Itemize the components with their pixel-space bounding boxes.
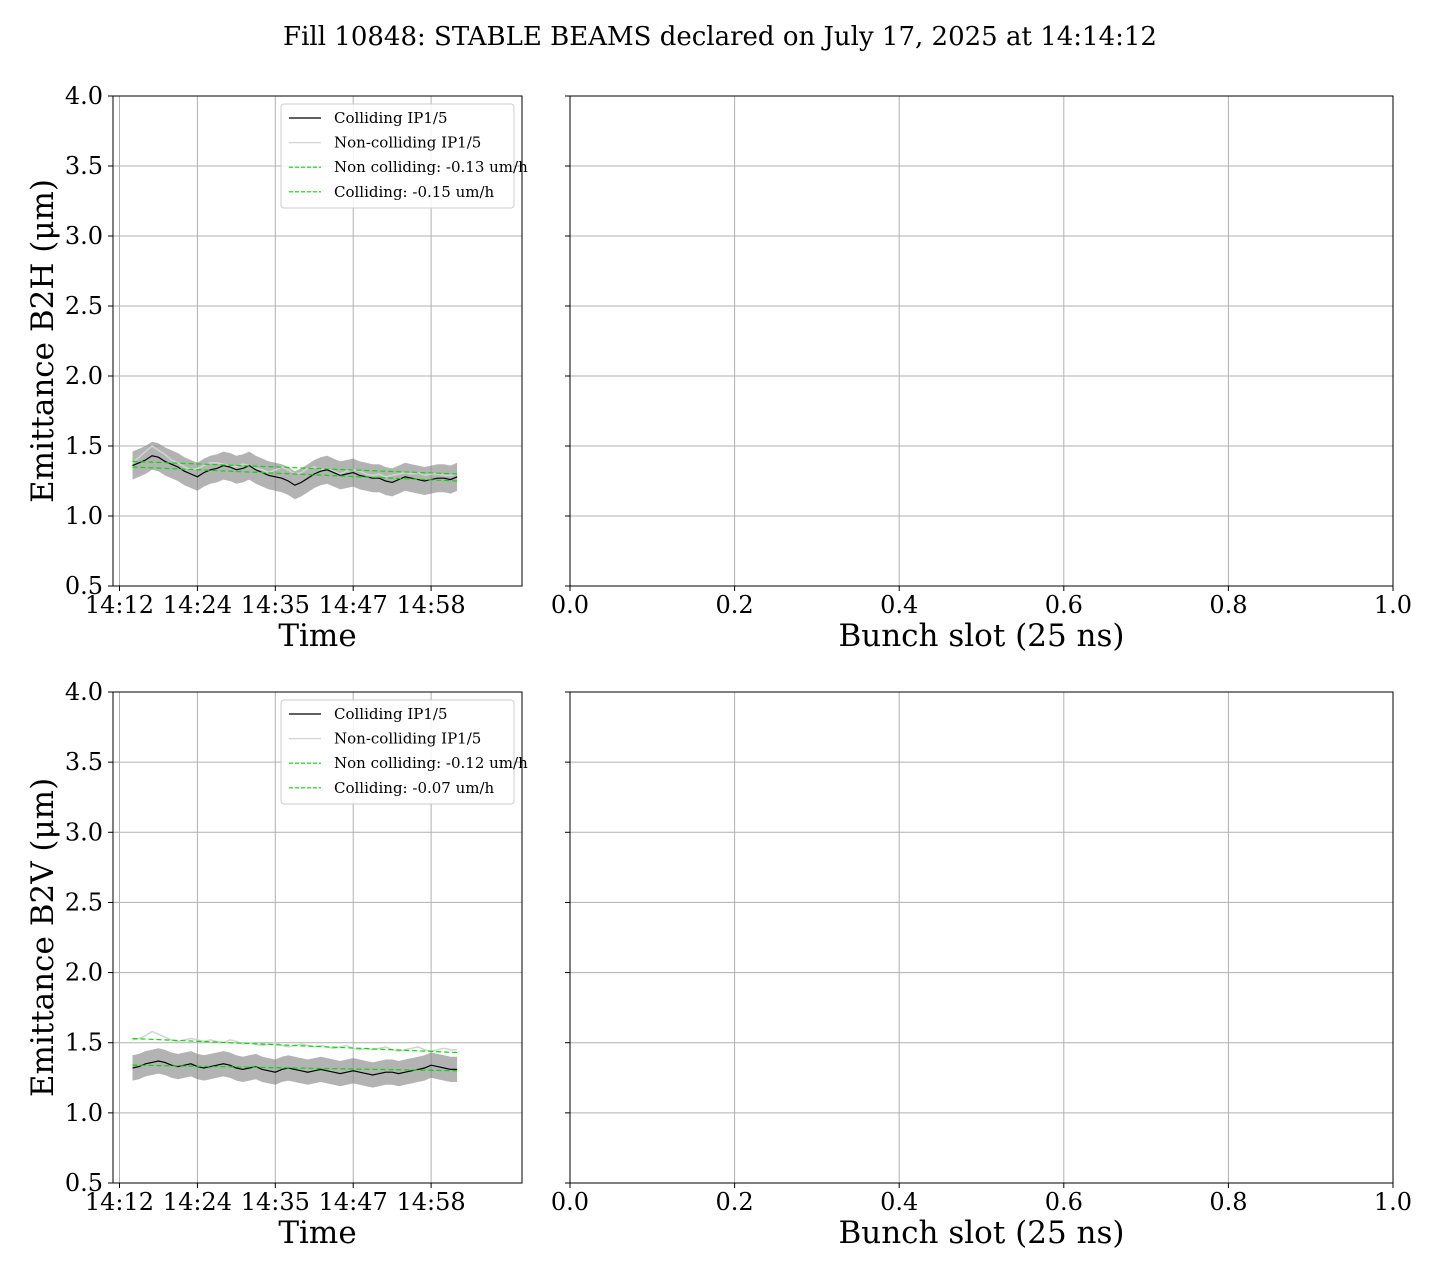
legend-entry: Non-colliding IP1/5: [334, 134, 481, 152]
y-tick-label: 2.0: [65, 959, 103, 987]
legend-entry: Colliding: -0.15 um/h: [334, 183, 495, 201]
x-axis-label: Time: [278, 618, 356, 654]
x-axis-label: Time: [278, 1215, 356, 1251]
legend-entry: Colliding IP1/5: [334, 705, 448, 723]
legend-entry: Non-colliding IP1/5: [334, 730, 481, 748]
b2h-time-panel: 0.5 1.0 1.5 2.0 2.5 3.0 3.5 4.0 14:12 14:24 14:35 1…: [25, 82, 528, 654]
x-tick-label: 1.0: [1374, 1188, 1412, 1216]
x-tick-label: 14:35: [241, 591, 310, 619]
axes-frame: [569, 691, 1394, 1184]
y-tick-label: 1.5: [65, 432, 103, 460]
y-tick-label: 0.5: [65, 572, 103, 600]
x-axis-label: Bunch slot (25 ns): [838, 618, 1124, 654]
x-tick-label: 0.2: [716, 1188, 754, 1216]
y-axis-label: Emittance B2V (μm): [25, 778, 61, 1097]
y-tick-label: 4.0: [65, 82, 103, 110]
y-tick-label: 2.0: [65, 362, 103, 390]
x-tick-label: 14:24: [163, 591, 232, 619]
non-colliding-fit-line: [132, 1037, 458, 1054]
x-tick-label: 14:12: [85, 1188, 154, 1216]
y-axis-label: Emittance B2H (μm): [25, 179, 61, 503]
y-tick-label: 3.0: [65, 222, 103, 250]
x-tick-label: 0.0: [551, 591, 589, 619]
legend-entry: Non colliding: -0.13 um/h: [334, 158, 528, 176]
colliding-fit-line: [132, 1064, 458, 1072]
x-tick-label: 1.0: [1374, 591, 1412, 619]
x-tick-label: 0.0: [551, 1188, 589, 1216]
figure-title: Fill 10848: STABLE BEAMS declared on Jul…: [283, 22, 1157, 52]
x-tick-label: 14:47: [319, 591, 388, 619]
x-tick-label: 14:47: [319, 1188, 388, 1216]
y-tick-label: 2.5: [65, 888, 103, 916]
non-colliding-series-line: [132, 1030, 458, 1052]
legend-entry: Non colliding: -0.12 um/h: [334, 754, 528, 772]
x-tick-label: 14:58: [397, 1188, 466, 1216]
legend-frame: [280, 103, 515, 209]
x-tick-label: 14:12: [85, 591, 154, 619]
axes-frame: [112, 691, 523, 1184]
x-tick-label: 0.6: [1045, 1188, 1083, 1216]
y-tick-label: 3.0: [65, 818, 103, 846]
x-tick-label: 0.4: [880, 1188, 918, 1216]
x-tick-label: 0.8: [1209, 591, 1247, 619]
legend-entry: Colliding: -0.07 um/h: [334, 779, 495, 797]
y-tick-label: 3.5: [65, 748, 103, 776]
legend-frame: [280, 699, 515, 805]
y-tick-label: 1.0: [65, 1099, 103, 1127]
b2v-bunch-slot-panel: 0.0 0.2 0.4 0.6 0.8 1.0 Bunch slot (25 ns): [551, 691, 1412, 1251]
colliding-spread-band: [132, 441, 458, 500]
x-axis-label: Bunch slot (25 ns): [838, 1215, 1124, 1251]
x-tick-label: 0.6: [1045, 591, 1083, 619]
y-tick-label: 1.5: [65, 1029, 103, 1057]
axes-frame: [112, 95, 523, 587]
b2v-time-panel: 0.5 1.0 1.5 2.0 2.5 3.0 3.5 4.0 14:12 14:24 14:35 1…: [25, 678, 528, 1251]
x-tick-label: 0.4: [880, 591, 918, 619]
x-tick-label: 14:58: [397, 591, 466, 619]
legend: Colliding IP1/5 Non-colliding IP1/5 Non co…: [280, 699, 528, 805]
axes-frame: [569, 95, 1394, 587]
y-tick-label: 4.0: [65, 678, 103, 706]
y-tick-label: 3.5: [65, 152, 103, 180]
b2h-bunch-slot-panel: 0.0 0.2 0.4 0.6 0.8 1.0 Bunch slot (25 ns): [551, 95, 1412, 654]
legend: Colliding IP1/5 Non-colliding IP1/5 Non co…: [280, 103, 528, 209]
colliding-series-line: [132, 1060, 458, 1076]
y-tick-label: 1.0: [65, 502, 103, 530]
x-tick-label: 14:24: [163, 1188, 232, 1216]
colliding-fit-line: [132, 466, 458, 482]
colliding-series-line: [132, 455, 458, 486]
y-tick-label: 2.5: [65, 292, 103, 320]
x-tick-label: 0.8: [1209, 1188, 1247, 1216]
y-tick-label: 0.5: [65, 1169, 103, 1197]
legend-entry: Colliding IP1/5: [334, 109, 448, 127]
non-colliding-fit-line: [132, 460, 458, 475]
x-tick-label: 14:35: [241, 1188, 310, 1216]
x-tick-label: 0.2: [716, 591, 754, 619]
